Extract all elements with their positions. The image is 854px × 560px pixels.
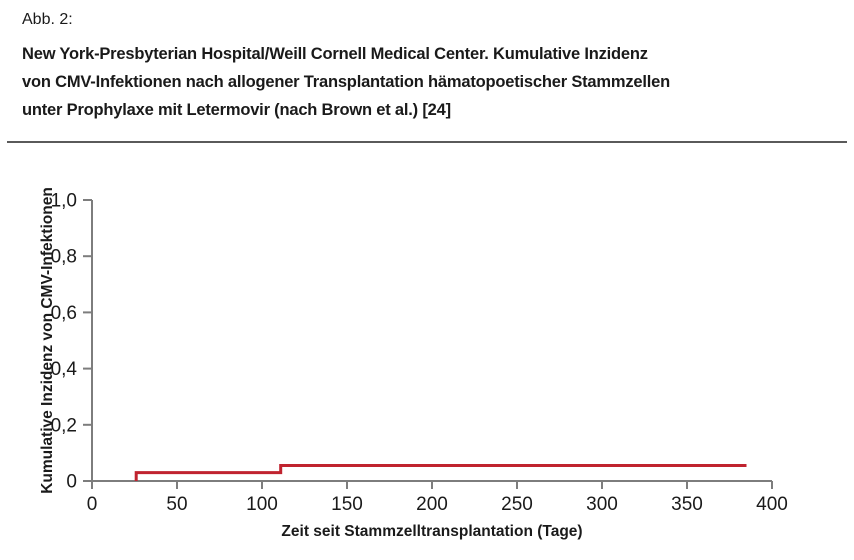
x-axis-label: Zeit seit Stammzelltransplantation (Tage… <box>281 523 582 540</box>
x-tick-label: 100 <box>246 494 278 515</box>
x-tick-label: 250 <box>501 494 533 515</box>
figure-label: Abb. 2: <box>22 11 73 28</box>
figure-header: Abb. 2: New York-Presbyterian Hospital/W… <box>0 0 854 124</box>
figure-caption-line: unter Prophylaxe mit Letermovir (nach Br… <box>22 101 451 119</box>
x-tick-label: 0 <box>87 494 98 515</box>
cmv-incidence-chart: 0 50 100 150 200 250 300 350 400 0 0,2 0,4 0,6 0,8 1,0… <box>39 187 788 540</box>
y-tick-label: 0,2 <box>51 415 77 436</box>
x-tick-label: 200 <box>416 494 448 515</box>
y-tick-label: 0,6 <box>51 303 77 324</box>
figure-caption-line: New York-Presbyterian Hospital/Weill Cor… <box>22 45 648 63</box>
y-tick-label: 1,0 <box>51 191 77 212</box>
divider <box>7 141 847 143</box>
x-tick-label: 300 <box>586 494 618 515</box>
x-tick-label: 350 <box>671 494 703 515</box>
series-line <box>134 464 747 481</box>
y-tick-label: 0,4 <box>51 359 78 380</box>
figure-caption-line: von CMV-Infektionen nach allogener Trans… <box>22 73 670 91</box>
y-axis-label: Kumulative Inzidenz von CMV-Infektionen <box>39 187 56 494</box>
x-tick-label: 50 <box>166 494 187 515</box>
x-tick-label: 400 <box>756 494 788 515</box>
y-tick-label: 0 <box>66 472 77 493</box>
x-tick-label: 150 <box>331 494 363 515</box>
y-tick-label: 0,8 <box>51 247 77 268</box>
figure-caption: New York-Presbyterian Hospital/Weill Cor… <box>22 40 834 124</box>
